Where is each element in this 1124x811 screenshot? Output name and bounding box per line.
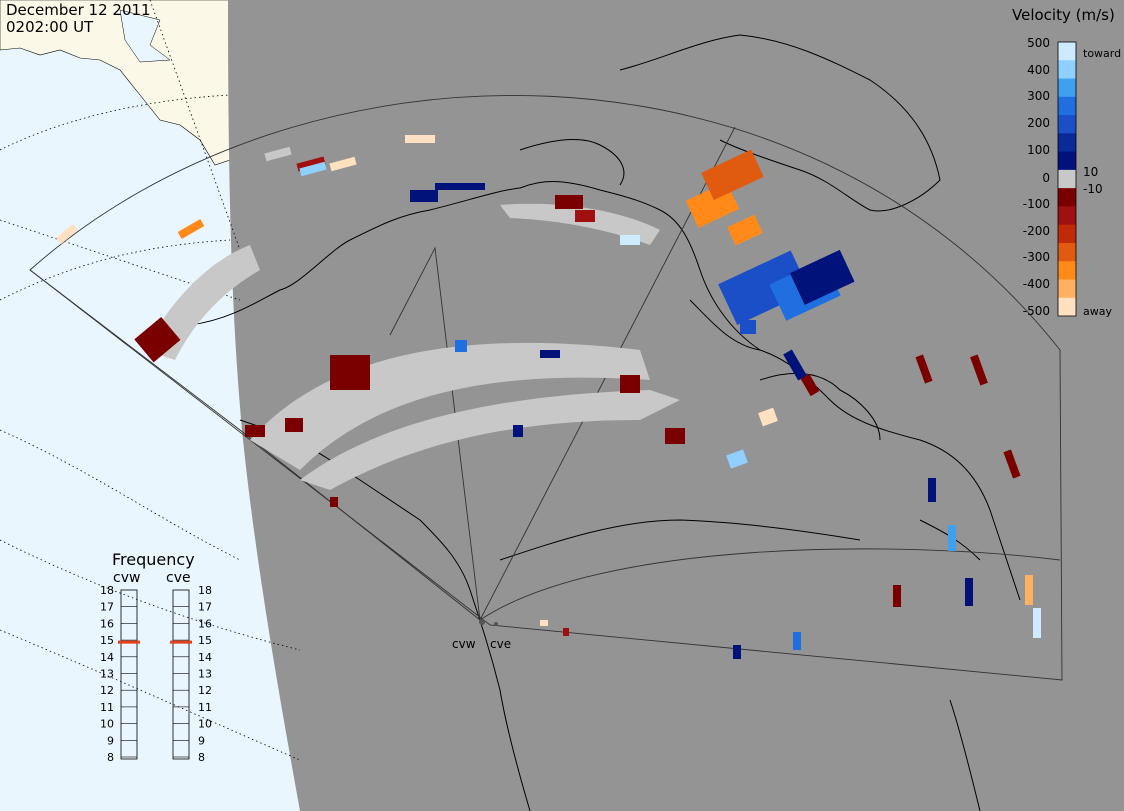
frequency-level-label: 17 <box>100 601 114 614</box>
velocity-cells <box>56 135 1041 659</box>
frequency-level-label: 15 <box>198 634 212 647</box>
radar-site-cve <box>494 622 498 626</box>
colorbar-tick-label: 200 <box>1027 116 1050 130</box>
frequency-level-label: 12 <box>198 684 212 697</box>
frequency-box <box>172 589 190 760</box>
colorbar-swatch <box>1058 78 1076 98</box>
frequency-level-label: 13 <box>198 668 212 681</box>
colorbar-toward-label: toward <box>1083 47 1121 60</box>
frequency-level-label: 8 <box>198 751 205 764</box>
frequency-cve-label: cve <box>166 570 191 586</box>
colorbar-tick-label: -400 <box>1023 277 1050 291</box>
colorbar-swatch <box>1058 297 1076 317</box>
colorbar-swatches <box>1058 42 1076 317</box>
frequency-level-label: 16 <box>100 617 114 630</box>
colorbar-ticks: 500400300200100100-10-100-200-300-400-50… <box>1023 36 1103 318</box>
time-label: 0202:00 UT <box>6 18 94 36</box>
frequency-level-label: 8 <box>107 751 114 764</box>
colorbar-tick-label: -300 <box>1023 250 1050 264</box>
frequency-box <box>120 589 138 760</box>
frequency-level-label: 9 <box>198 734 205 747</box>
frequency-cvw-label: cvw <box>113 570 140 586</box>
frequency-level-label: 9 <box>107 734 114 747</box>
colorbar-tick-label: -10 <box>1083 182 1103 196</box>
date-label: December 12 2011 <box>6 1 151 19</box>
colorbar-swatch <box>1058 242 1076 262</box>
colorbar-swatch <box>1058 206 1076 226</box>
frequency-title: Frequency <box>112 550 195 569</box>
frequency-level-label: 16 <box>198 617 212 630</box>
coastline-inlet <box>119 9 171 63</box>
frequency-level-label: 11 <box>100 701 114 714</box>
radar-label-cvw: cvw <box>452 637 476 651</box>
frequency-level-label: 11 <box>198 701 212 714</box>
colorbar-tick-label: 400 <box>1027 63 1050 77</box>
colorbar-tick-label: 10 <box>1083 165 1098 179</box>
frequency-level-label: 10 <box>100 718 114 731</box>
colorbar-swatch <box>1058 261 1076 280</box>
frequency-panel: Frequency cvw cve 18 18 17 17 16 16 15 15 14 14 13… <box>100 550 212 764</box>
frequency-ladder: 18 18 17 17 16 16 15 15 14 14 13 13 12 12 11 11 10 10 9 9 8 8 <box>100 584 212 764</box>
colorbar-swatch <box>1058 42 1076 61</box>
colorbar-swatch <box>1058 224 1076 244</box>
colorbar-title: Velocity (m/s) <box>1012 6 1115 24</box>
colorbar-tick-label: 300 <box>1027 89 1050 103</box>
radar-sites <box>479 619 498 626</box>
frequency-level-label: 12 <box>100 684 114 697</box>
colorbar-swatch <box>1058 60 1076 80</box>
colorbar-swatch <box>1058 115 1076 134</box>
velocity-colorbar: Velocity (m/s) 500400300200100100-10-100… <box>1012 6 1121 318</box>
radar-label-cve: cve <box>490 637 511 651</box>
daylight-landmass <box>0 0 231 166</box>
frequency-level-label: 14 <box>100 651 114 664</box>
colorbar-swatch <box>1058 279 1076 299</box>
colorbar-tick-label: 500 <box>1027 36 1050 50</box>
colorbar-tick-label: 0 <box>1042 171 1050 185</box>
frequency-level-label: 15 <box>100 634 114 647</box>
lat-lon-grid <box>0 0 301 761</box>
frequency-level-label: 10 <box>198 718 212 731</box>
frequency-level-label: 18 <box>198 584 212 597</box>
colorbar-swatch <box>1058 151 1076 171</box>
colorbar-away-label: away <box>1083 305 1112 318</box>
colorbar-tick-label: -200 <box>1023 224 1050 238</box>
colorbar-swatch <box>1058 133 1076 153</box>
frequency-level-label: 14 <box>198 651 212 664</box>
colorbar-swatch <box>1058 169 1076 189</box>
frequency-level-label: 13 <box>100 668 114 681</box>
colorbar-swatch <box>1058 188 1076 207</box>
night-shading <box>228 0 1124 811</box>
colorbar-swatch <box>1058 96 1076 116</box>
colorbar-tick-label: -100 <box>1023 197 1050 211</box>
frequency-level-label: 18 <box>100 584 114 597</box>
colorbar-tick-label: 100 <box>1027 143 1050 157</box>
radar-site-cvw <box>479 619 485 625</box>
frequency-level-label: 17 <box>198 601 212 614</box>
colorbar-tick-label: -500 <box>1023 304 1050 318</box>
